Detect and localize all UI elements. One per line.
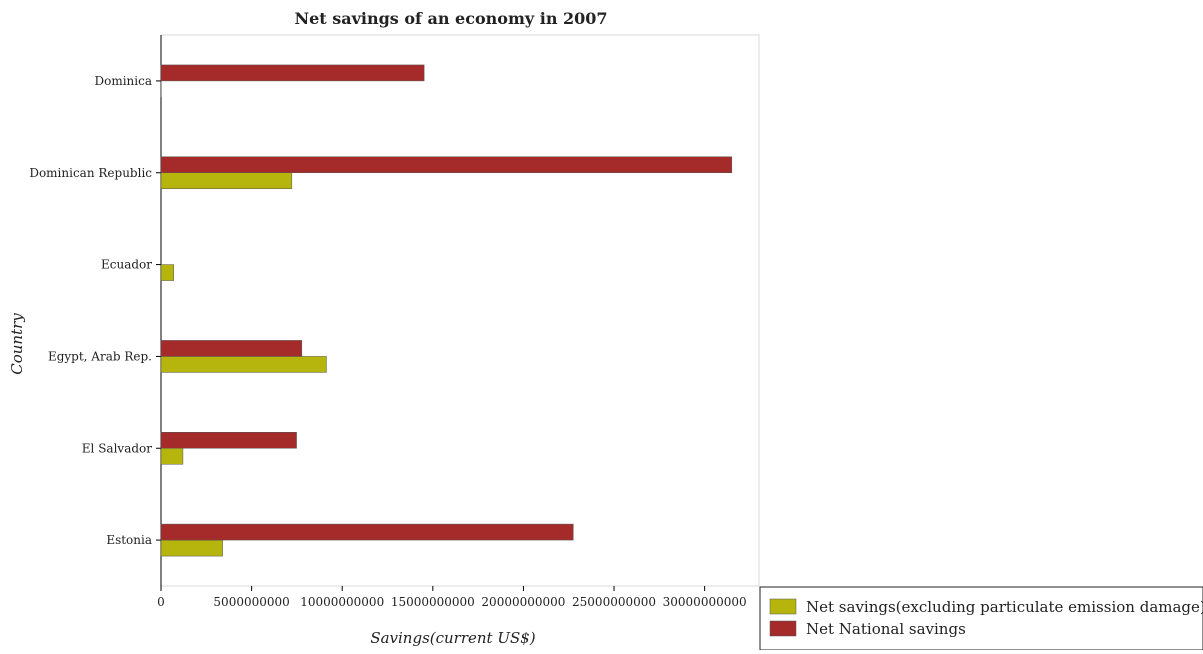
bar-net-savings-excl [161,448,183,464]
x-axis-label: Savings(current US$) [370,629,535,647]
legend-swatch [770,621,796,636]
y-tick-label: Estonia [106,533,152,547]
x-tick-label: 15000000000 [391,595,475,609]
chart-title: Net savings of an economy in 2007 [294,9,607,28]
bar-net-national-savings [161,157,732,173]
bar-net-savings-excl [161,173,292,189]
x-tick-label: 10000000000 [300,595,384,609]
bar-net-savings-excl [161,265,174,281]
bar-net-national-savings [161,432,297,448]
y-tick-label: Ecuador [101,258,152,272]
legend-label: Net National savings [806,620,966,638]
y-axis-label: Country [8,313,26,375]
y-tick-label: Dominican Republic [29,166,152,180]
legend: Net savings(excluding particulate emissi… [760,587,1203,650]
plot-frame [161,35,759,586]
y-tick-label: Dominica [94,74,152,88]
bar-net-savings-excl [161,540,223,556]
bar-net-national-savings [161,340,302,356]
legend-label: Net savings(excluding particulate emissi… [806,598,1203,616]
legend-swatch [770,599,796,614]
plot-area: 0 5000000000 10000000000 15000000000 2000000… [29,35,759,609]
legend-box [760,587,1203,650]
x-tick-label: 5000000000 [213,595,289,609]
y-tick-label: Egypt, Arab Rep. [48,349,152,363]
y-tick-label: El Salvador [82,441,152,455]
bar-net-national-savings [161,524,573,540]
bar-net-national-savings [161,65,424,81]
x-tick-label: 30000000000 [663,595,747,609]
x-tick-label: 0 [157,595,165,609]
x-tick-label: 20000000000 [481,595,565,609]
x-tick-label: 25000000000 [572,595,656,609]
bar-net-savings-excl [161,356,326,372]
